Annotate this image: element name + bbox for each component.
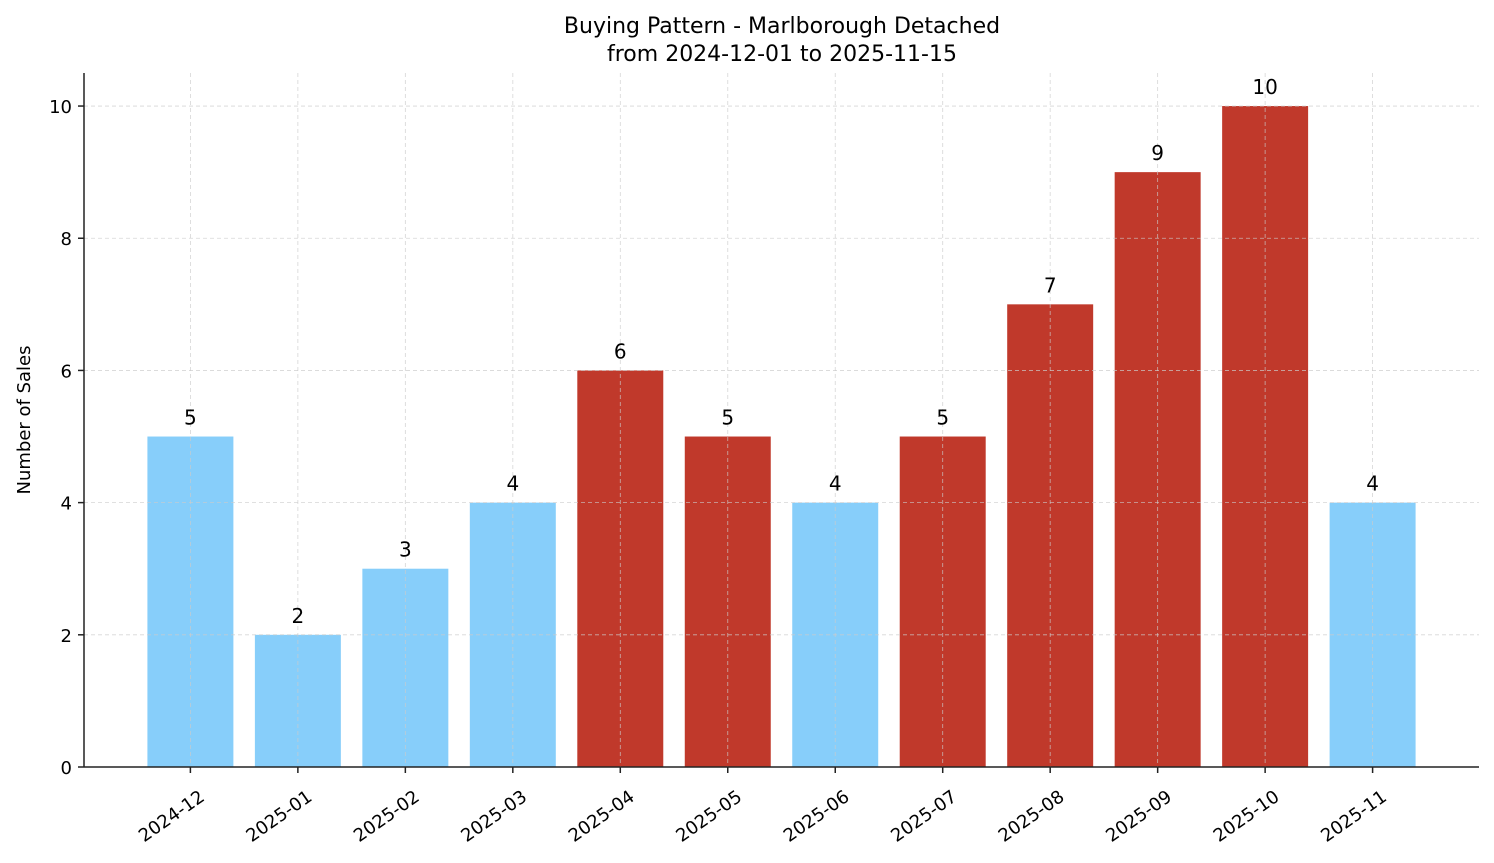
data-label: 2	[292, 604, 305, 628]
x-tick-label: 2025-08	[995, 786, 1069, 846]
y-axis-label: Number of Sales	[14, 345, 35, 494]
x-tick-label: 2025-10	[1210, 786, 1284, 846]
y-tick-label: 10	[49, 97, 72, 118]
y-tick-label: 4	[61, 494, 72, 515]
x-tick-label: 2025-05	[672, 786, 746, 846]
bar-2025-04	[577, 370, 664, 767]
chart-subtitle: from 2024-12-01 to 2025-11-15	[607, 42, 957, 67]
x-tick-label: 2025-04	[565, 786, 639, 846]
x-tick-label: 2024-12	[135, 786, 209, 846]
data-label: 5	[936, 406, 949, 430]
x-tick-label: 2025-11	[1317, 786, 1391, 846]
chart-title: Buying Pattern - Marlborough Detached	[564, 14, 1000, 39]
data-label: 4	[506, 472, 519, 496]
data-label: 9	[1151, 141, 1164, 165]
data-label: 6	[614, 339, 627, 363]
x-tick-label: 2025-02	[350, 786, 424, 846]
data-label: 7	[1044, 273, 1057, 297]
x-tick-label: 2025-01	[242, 786, 316, 846]
data-label: 10	[1252, 75, 1277, 99]
y-tick-label: 6	[61, 361, 72, 382]
data-label: 5	[721, 406, 734, 430]
data-label: 4	[1366, 472, 1379, 496]
data-label: 3	[399, 538, 412, 562]
y-tick-label: 2	[61, 626, 72, 647]
data-label: 5	[184, 406, 197, 430]
x-tick-label: 2025-09	[1102, 786, 1176, 846]
x-tick-label: 2025-07	[887, 786, 961, 846]
x-tick-label: 2025-03	[457, 786, 531, 846]
y-tick-label: 8	[61, 229, 72, 250]
data-label: 4	[829, 472, 842, 496]
y-tick-label: 0	[61, 758, 72, 779]
x-tick-label: 2025-06	[780, 786, 854, 846]
bar-2025-10	[1222, 106, 1309, 768]
